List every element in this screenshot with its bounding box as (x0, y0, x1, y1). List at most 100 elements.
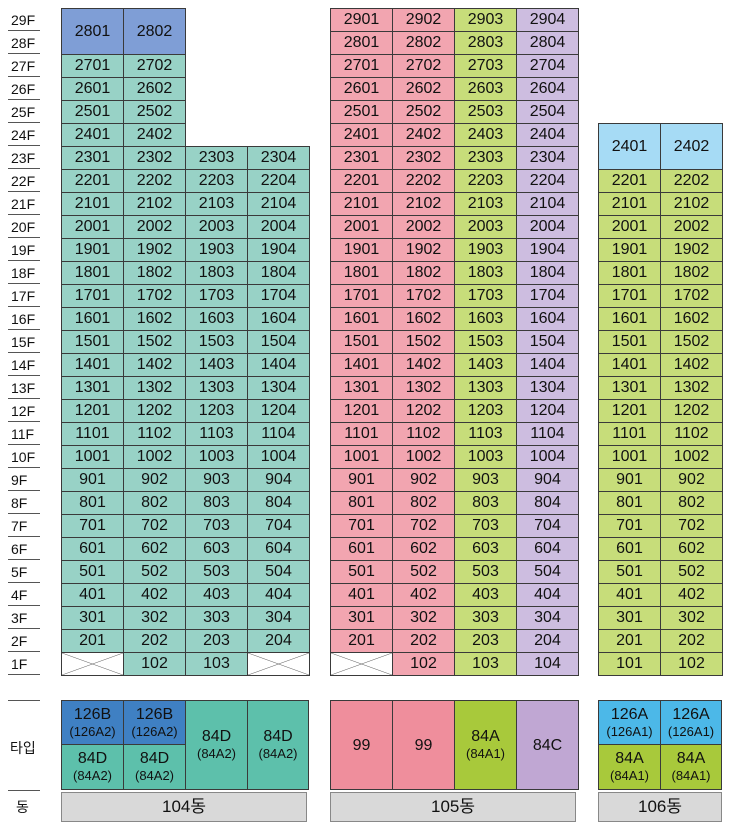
unit-cell: 1802 (123, 261, 186, 285)
unit-cell: 2902 (392, 8, 455, 32)
unit-cell: 1101 (330, 422, 393, 446)
unit-cell: 702 (123, 514, 186, 538)
unit-cell: 2003 (185, 215, 248, 239)
unit-cell: 801 (61, 491, 124, 515)
unit-cell: 2704 (516, 54, 579, 78)
unit-cell: 901 (330, 468, 393, 492)
unit-cell: 1001 (598, 445, 661, 469)
unit-cell: 401 (61, 583, 124, 607)
unit-cell: 303 (454, 606, 517, 630)
unit-cell: 1804 (247, 261, 310, 285)
unit-cell: 204 (516, 629, 579, 653)
unit-cell: 501 (598, 560, 661, 584)
unit-cell: 2401 (61, 123, 124, 147)
unit-cell: 802 (660, 491, 723, 515)
unit-cell: 1301 (61, 376, 124, 400)
unit-cell: 2304 (516, 146, 579, 170)
type-cell: 99 (392, 700, 455, 790)
unit-cell: 1603 (454, 307, 517, 331)
unit-cell: 2204 (247, 169, 310, 193)
unit-cell: 2601 (330, 77, 393, 101)
unit-cell: 2701 (330, 54, 393, 78)
unit-cell: 302 (392, 606, 455, 630)
floor-label: 9F (8, 468, 40, 491)
unit-cell: 602 (392, 537, 455, 561)
unit-cell: 1602 (660, 307, 723, 331)
type-cell: 84A (84A1) (598, 744, 661, 790)
unit-cell: 702 (392, 514, 455, 538)
unit-cell: 1802 (392, 261, 455, 285)
unit-cell: 2401 (598, 123, 661, 170)
unit-cell: 1904 (516, 238, 579, 262)
unit-cell: 1402 (660, 353, 723, 377)
unit-cell: 1901 (330, 238, 393, 262)
type-name: 126A (672, 705, 710, 723)
unit-cell: 2002 (123, 215, 186, 239)
floor-label: 7F (8, 514, 40, 537)
unit-cell: 401 (330, 583, 393, 607)
type-cell: 84D (84A2) (123, 744, 186, 790)
type-name: 126B (135, 705, 174, 723)
divider (8, 790, 40, 791)
type-code: (84A1) (465, 746, 506, 761)
type-cell: 126A (126A1) (598, 700, 661, 745)
unit-cell: 1602 (123, 307, 186, 331)
unit-cell: 2402 (123, 123, 186, 147)
type-name: 84D (77, 750, 108, 767)
unit-cell: 103 (185, 652, 248, 676)
unit-cell: 703 (185, 514, 248, 538)
unit-cell: 1401 (330, 353, 393, 377)
unit-cell: 1301 (330, 376, 393, 400)
type-code: (126A1) (667, 723, 715, 739)
unit-cell: 1102 (660, 422, 723, 446)
floor-label: 14F (8, 353, 40, 376)
unit-cell: 2302 (392, 146, 455, 170)
unit-cell: 503 (454, 560, 517, 584)
unit-cell: 2004 (247, 215, 310, 239)
unit-cell: 1902 (123, 238, 186, 262)
unit-cell: 2202 (123, 169, 186, 193)
floor-label: 8F (8, 491, 40, 514)
unit-cell: 401 (598, 583, 661, 607)
unit-cell: 1502 (660, 330, 723, 354)
unit-cell: 1502 (392, 330, 455, 354)
type-code: (126A2) (131, 723, 178, 739)
unit-cell: 2603 (454, 77, 517, 101)
unit-cell: 1702 (123, 284, 186, 308)
floor-label: 6F (8, 537, 40, 560)
unit-cell: 1404 (247, 353, 310, 377)
type-cell: 99 (330, 700, 393, 790)
unit-cell: 2604 (516, 77, 579, 101)
floor-label: 17F (8, 284, 40, 307)
unit-cell: 1703 (185, 284, 248, 308)
type-code: (126A1) (606, 723, 653, 739)
unit-cell: 1802 (660, 261, 723, 285)
floor-label: 10F (8, 445, 40, 468)
unit-cell: 1601 (330, 307, 393, 331)
type-name: 126A (610, 705, 649, 723)
unit-cell: 1803 (454, 261, 517, 285)
unit-cell: 203 (454, 629, 517, 653)
unit-cell: 502 (660, 560, 723, 584)
unit-cell: 1501 (330, 330, 393, 354)
unit-cell: 404 (247, 583, 310, 607)
unit-cell: 2804 (516, 31, 579, 55)
unit-cell: 1303 (454, 376, 517, 400)
unit-cell: 1801 (598, 261, 661, 285)
unit-cell: 504 (247, 560, 310, 584)
unit-cell: 2802 (392, 31, 455, 55)
unit-cell: 2002 (392, 215, 455, 239)
type-cell: 84D (84A2) (61, 744, 124, 790)
unit-cell: 2304 (247, 146, 310, 170)
unit-cell: 503 (185, 560, 248, 584)
unit-cell: 2101 (330, 192, 393, 216)
floor-label: 13F (8, 376, 40, 399)
unit-cell: 902 (660, 468, 723, 492)
unit-cell: 1003 (454, 445, 517, 469)
unit-cell: 1103 (454, 422, 517, 446)
type-code: (84A2) (134, 768, 175, 783)
floor-label: 27F (8, 54, 40, 77)
type-name: 126B (73, 705, 112, 723)
unit-cell: 1201 (598, 399, 661, 423)
type-code: (126A2) (69, 723, 116, 739)
